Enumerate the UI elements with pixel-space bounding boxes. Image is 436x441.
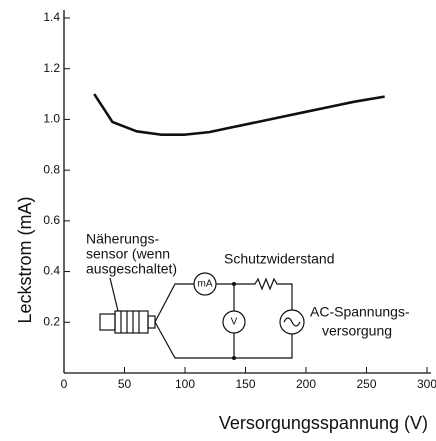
- x-tick-label: 100: [175, 377, 195, 391]
- voltmeter: [222, 310, 246, 334]
- x-axis-label: Versorgungsspannung (V): [219, 413, 428, 433]
- circuit: [99, 272, 305, 360]
- y-tick-label: 0.6: [43, 213, 60, 227]
- junction: [232, 282, 236, 286]
- annotation: Näherungs-: [86, 231, 159, 247]
- y-tick-label: 1.4: [43, 10, 60, 24]
- x-tick-label: 50: [118, 377, 132, 391]
- annotation: AC-Spannungs-: [310, 304, 410, 320]
- ammeter: [193, 272, 217, 296]
- annotation: Schutzwiderstand: [224, 251, 335, 267]
- sensor-tip: [147, 315, 156, 329]
- x-tick-label: 200: [296, 377, 316, 391]
- sensor-thread: [120, 311, 140, 333]
- x-tick-label: 300: [417, 377, 436, 391]
- annotation: ausgeschaltet): [86, 261, 177, 277]
- sensor-cap: [99, 313, 116, 331]
- y-tick-label: 1.0: [43, 112, 60, 126]
- x-tick-label: 250: [356, 377, 376, 391]
- y-tick-label: 0.8: [43, 162, 60, 176]
- junction: [232, 356, 236, 360]
- annotation: mA: [198, 279, 213, 290]
- annotation: V: [231, 317, 238, 328]
- y-tick-label: 1.2: [43, 61, 60, 75]
- y-tick-label: 0.4: [43, 264, 60, 278]
- ac-symbol: [283, 317, 301, 327]
- annotation: sensor (wenn: [86, 246, 170, 262]
- y-axis-label: Leckstrom (mA): [15, 196, 35, 323]
- sensor-body: [114, 310, 149, 334]
- data-line: [93, 93, 385, 136]
- y-tick-label: 0.2: [43, 314, 60, 328]
- x-tick-label: 150: [235, 377, 255, 391]
- ac-source: [279, 309, 305, 335]
- annotation: versorgung: [322, 323, 392, 339]
- x-tick-label: 0: [61, 377, 68, 391]
- leader-line: [109, 277, 119, 312]
